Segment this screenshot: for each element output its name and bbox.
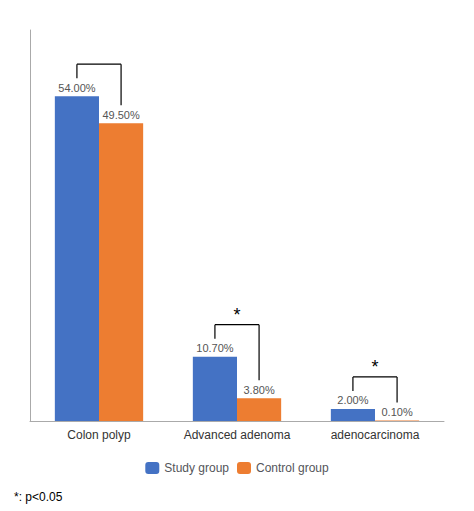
svg-text:*: p<0.05: *: p<0.05 [14,490,63,504]
svg-text:*: * [233,305,240,325]
svg-text:Advanced adenoma: Advanced adenoma [184,428,291,442]
svg-text:adenocarcinoma: adenocarcinoma [331,428,420,442]
svg-text:10.70%: 10.70% [196,342,234,354]
svg-text:Control group: Control group [256,461,329,475]
svg-text:*: * [371,357,378,377]
svg-text:2.00%: 2.00% [337,394,368,406]
svg-text:0.10%: 0.10% [381,406,412,418]
svg-text:54.00%: 54.00% [58,82,96,94]
svg-text:Study group: Study group [164,461,229,475]
svg-text:49.50%: 49.50% [102,109,140,121]
svg-text:Colon polyp: Colon polyp [67,428,131,442]
svg-text:3.80%: 3.80% [243,384,274,396]
